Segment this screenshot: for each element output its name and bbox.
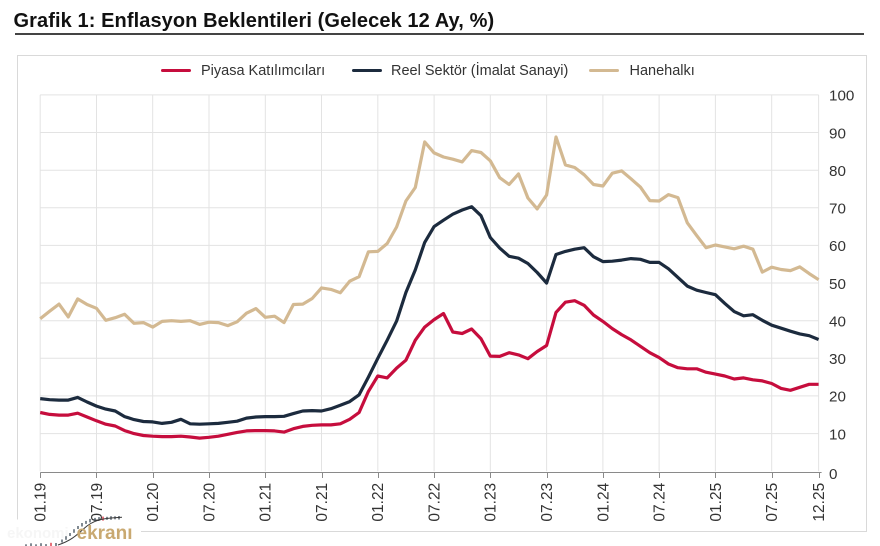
svg-text:40: 40: [829, 314, 846, 331]
svg-text:01.20: 01.20: [145, 482, 162, 521]
svg-text:07.20: 07.20: [201, 482, 218, 521]
svg-text:10: 10: [829, 426, 846, 443]
svg-text:70: 70: [829, 201, 846, 218]
svg-text:ekranı: ekranı: [77, 523, 133, 544]
svg-text:01.25: 01.25: [708, 483, 725, 522]
svg-text:07.21: 07.21: [314, 483, 331, 522]
svg-text:90: 90: [829, 125, 846, 142]
svg-text:07.25: 07.25: [764, 483, 781, 522]
svg-text:01.22: 01.22: [370, 483, 387, 522]
svg-text:0: 0: [829, 466, 837, 483]
svg-text:100: 100: [829, 88, 854, 105]
svg-text:01.21: 01.21: [258, 483, 275, 522]
svg-text:07.23: 07.23: [539, 483, 556, 522]
svg-text:01.19: 01.19: [33, 483, 50, 522]
svg-text:ekonomi: ekonomi: [7, 525, 69, 542]
svg-text:07.24: 07.24: [652, 482, 669, 521]
svg-text:20: 20: [829, 389, 846, 406]
svg-text:30: 30: [829, 351, 846, 368]
svg-text:07.19: 07.19: [89, 483, 106, 522]
svg-text:07.22: 07.22: [427, 483, 444, 522]
svg-text:01.23: 01.23: [483, 483, 500, 522]
svg-text:01.24: 01.24: [595, 482, 612, 521]
svg-text:60: 60: [829, 238, 846, 255]
svg-text:80: 80: [829, 163, 846, 180]
svg-text:12.25: 12.25: [811, 483, 828, 522]
svg-text:50: 50: [829, 276, 846, 293]
